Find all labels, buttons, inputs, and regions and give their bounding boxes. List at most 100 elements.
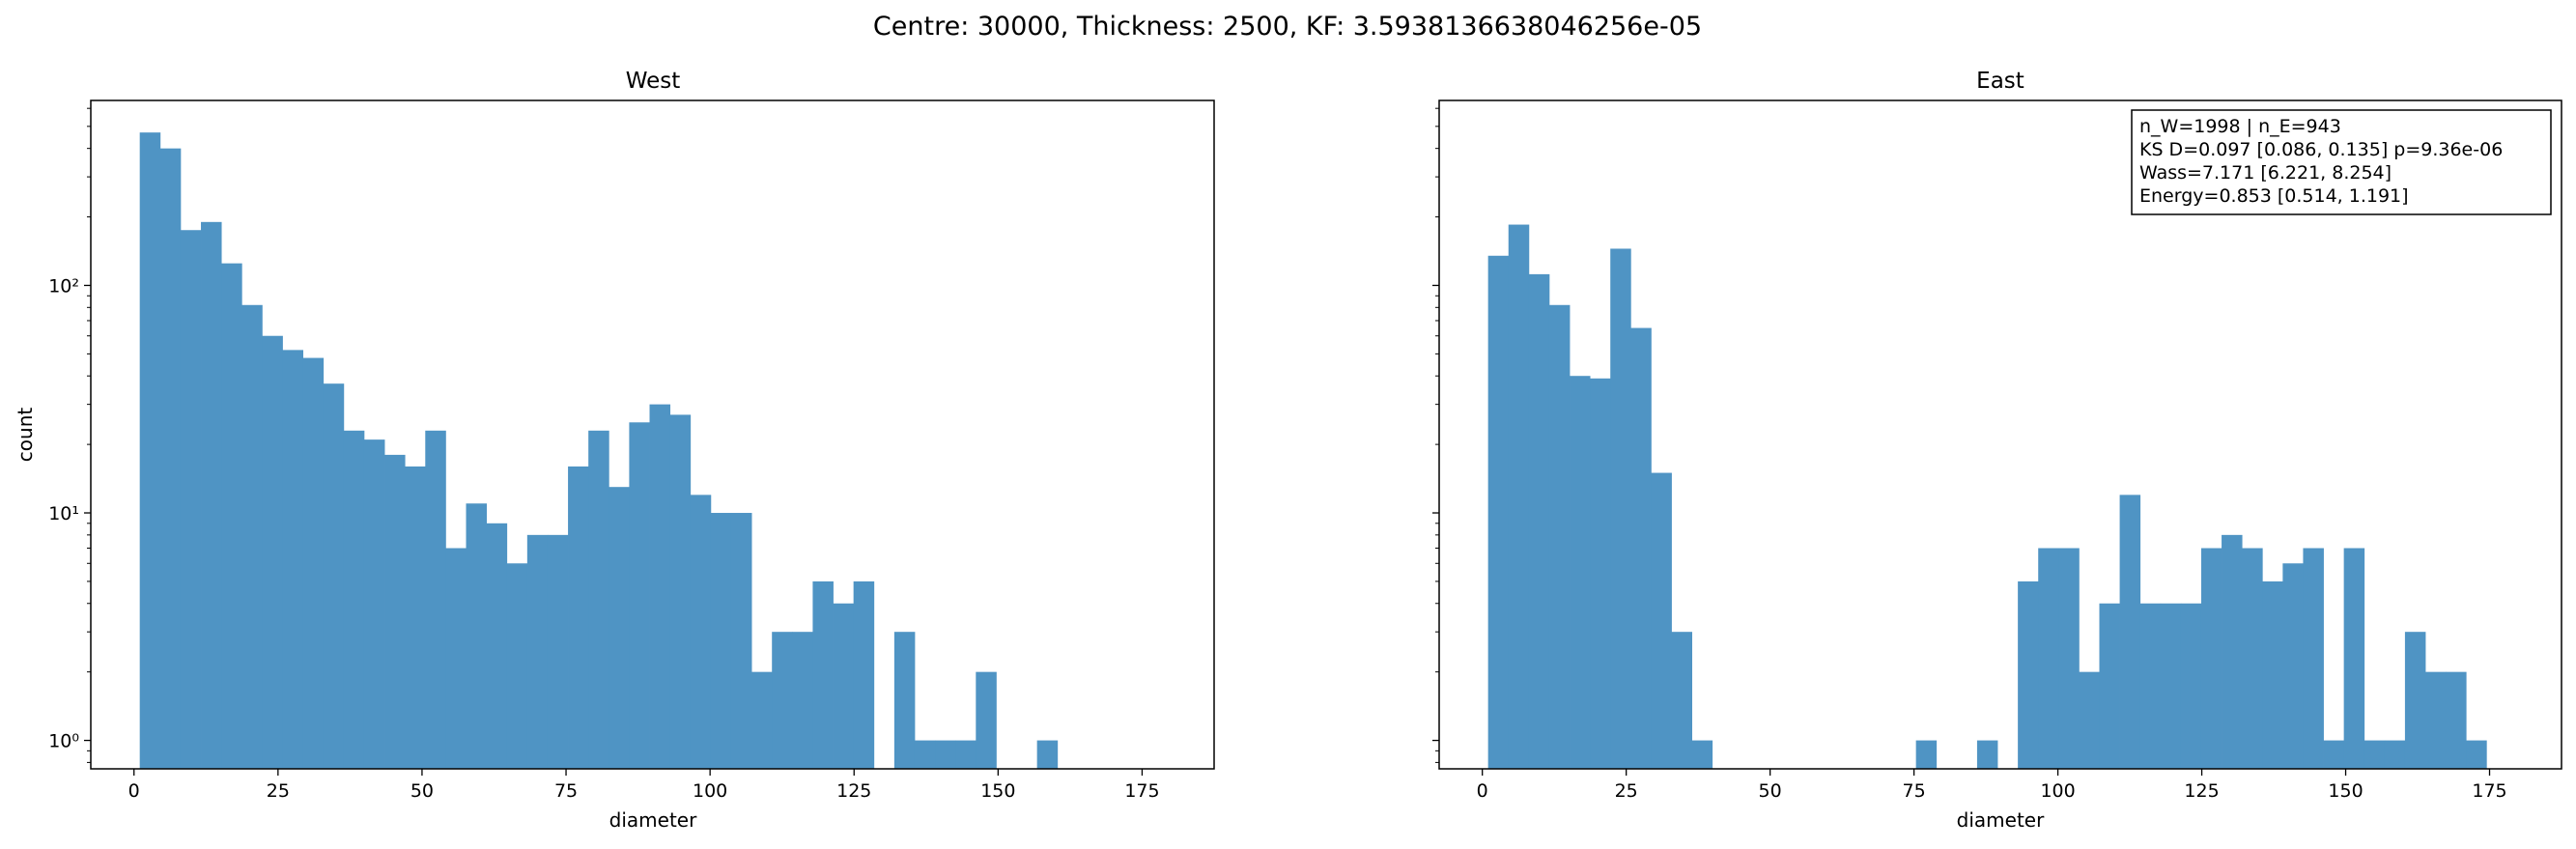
histogram-bar	[262, 335, 283, 769]
histogram-bar	[526, 534, 549, 769]
x-tick-label: 0	[1477, 780, 1488, 802]
histogram-bar	[2446, 671, 2467, 769]
histogram-bar	[445, 548, 467, 769]
y-tick-label: 10¹	[48, 503, 79, 524]
histogram-bar	[2119, 495, 2141, 769]
histogram-bar	[363, 439, 385, 769]
histogram-bar	[547, 534, 569, 769]
histogram-bar	[2160, 603, 2182, 769]
histogram-bar	[302, 357, 325, 769]
histogram-bar	[812, 580, 834, 769]
histogram-bar	[669, 414, 692, 769]
histogram-bar	[282, 350, 303, 769]
panel-east: East 0 25 50 75 100 125 150 175 diameter	[1432, 69, 2562, 832]
ticks-east: 0 25 50 75 100 125 150 175	[1432, 107, 2507, 802]
x-tick-label: 75	[554, 780, 578, 802]
histogram-bar	[629, 422, 650, 769]
histogram-bar	[1691, 740, 1713, 769]
panel-west: West 0 25 50 75 100 125 150 175 10⁰ 10¹ 10² diamet…	[14, 69, 1215, 832]
x-tick-label: 150	[2328, 780, 2363, 802]
histogram-bar	[405, 466, 426, 769]
histogram-bar	[772, 632, 793, 769]
histogram-bar	[323, 383, 345, 769]
stats-legend-box: n_W=1998 | n_E=943 KS D=0.097 [0.086, 0.…	[2131, 109, 2552, 215]
histogram-bar	[1036, 740, 1059, 769]
histogram-bar	[1570, 376, 1591, 769]
histogram-bar	[2099, 603, 2120, 769]
stats-box-frame	[2131, 109, 2552, 215]
histogram-bar	[1976, 740, 1998, 769]
histogram-bar	[2384, 740, 2406, 769]
histogram-bar	[2038, 548, 2059, 769]
histogram-bar	[2242, 548, 2263, 769]
stats-line-counts: n_W=1998 | n_E=943	[2139, 116, 2341, 137]
histogram-bar	[201, 221, 222, 769]
x-tick-label: 125	[836, 780, 871, 802]
histogram-bar	[425, 430, 446, 769]
x-tick-label: 25	[267, 780, 290, 802]
histogram-bar	[2180, 603, 2202, 769]
y-tick-label: 10⁰	[48, 731, 79, 752]
histogram-bar	[935, 740, 956, 769]
histogram-bar	[2323, 740, 2345, 769]
stats-line-wasserstein: Wass=7.171 [6.221, 8.254]	[2139, 162, 2392, 184]
y-axis-label-west: count	[14, 408, 37, 463]
histogram-bar	[1915, 740, 1938, 769]
histogram-bar	[221, 263, 242, 769]
histogram-bar	[2282, 563, 2304, 769]
histogram-bar	[1651, 472, 1672, 769]
histogram-bar	[180, 230, 202, 770]
x-tick-label: 175	[1124, 780, 1159, 802]
bars-west	[139, 132, 1059, 770]
histogram-bar	[690, 495, 712, 769]
x-tick-label: 0	[128, 780, 140, 802]
histogram-bar	[792, 632, 813, 769]
figure-suptitle: Centre: 30000, Thickness: 2500, KF: 3.59…	[873, 12, 1702, 42]
histogram-bar	[466, 503, 488, 769]
x-tick-label: 50	[410, 780, 434, 802]
histogram-bar	[2079, 671, 2100, 769]
histogram-bar	[2139, 603, 2162, 769]
histogram-bar	[506, 563, 528, 769]
histogram-bar	[2404, 632, 2426, 769]
histogram-bar	[710, 513, 732, 769]
histogram-bar	[1630, 327, 1652, 769]
histogram-bar	[486, 523, 508, 769]
panel-title-east: East	[1976, 69, 2024, 94]
histogram-bar	[914, 740, 936, 769]
y-tick-label: 10²	[48, 275, 79, 297]
x-tick-label: 75	[1903, 780, 1926, 802]
histogram-bar	[609, 487, 630, 769]
histogram-bar	[2058, 548, 2080, 769]
stats-line-energy: Energy=0.853 [0.514, 1.191]	[2139, 185, 2409, 207]
plot-frame-west	[90, 99, 1215, 770]
histogram-bar	[2466, 740, 2487, 769]
stats-line-ks: KS D=0.097 [0.086, 0.135] p=9.36e-06	[2139, 139, 2503, 160]
x-axis-label-east: diameter	[1957, 808, 2045, 832]
histogram-bar	[2343, 548, 2365, 769]
histogram-bar	[2425, 671, 2447, 769]
histogram-bar	[1590, 378, 1611, 769]
x-tick-label: 175	[2472, 780, 2506, 802]
histogram-bar	[2200, 548, 2222, 769]
histogram-bar	[955, 740, 977, 769]
x-tick-label: 150	[980, 780, 1015, 802]
histogram-bar	[1548, 304, 1571, 769]
histogram-bar	[139, 132, 161, 770]
histogram-bar	[2222, 534, 2243, 769]
histogram-bar	[1508, 224, 1530, 770]
x-axis-label-west: diameter	[609, 808, 697, 832]
histogram-bar	[730, 513, 752, 769]
histogram-bar	[2364, 740, 2386, 769]
panel-title-west: West	[626, 69, 681, 94]
histogram-bar	[1528, 273, 1550, 769]
x-tick-label: 100	[693, 780, 727, 802]
plot-frame-east	[1438, 99, 2562, 770]
ticks-west: 0 25 50 75 100 125 150 175 10⁰ 10¹ 10²	[48, 107, 1160, 802]
histogram-bar	[2018, 580, 2039, 769]
x-tick-label: 25	[1615, 780, 1638, 802]
histogram-bar	[159, 148, 182, 770]
histogram-bar	[853, 580, 875, 769]
